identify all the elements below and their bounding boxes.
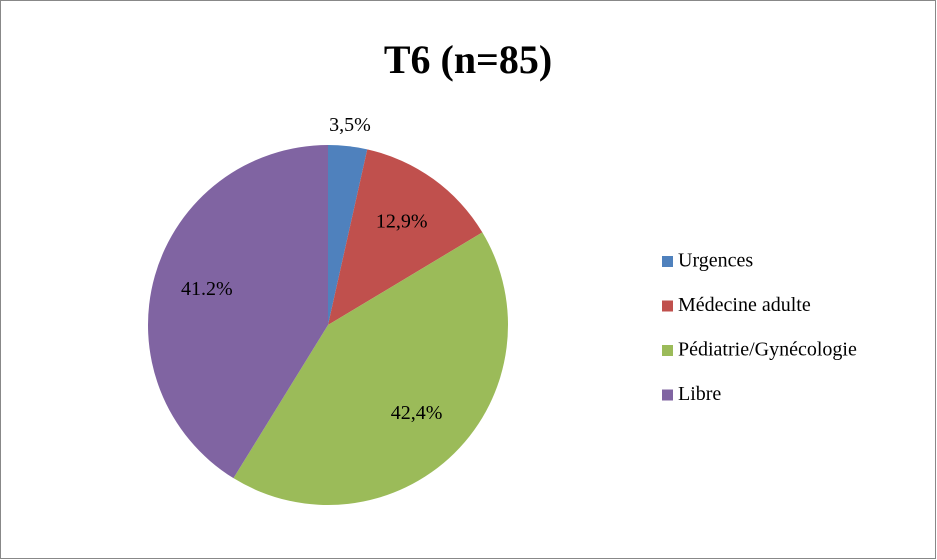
legend-label: Médecine adulte <box>678 294 811 316</box>
data-label: 42,4% <box>391 402 443 424</box>
pie-slice <box>328 145 368 325</box>
legend-swatch <box>662 300 673 312</box>
pie-slice <box>328 149 483 325</box>
legend-swatch <box>662 389 673 401</box>
chart-title: T6 (n=85) <box>384 37 552 82</box>
legend-label: Pédiatrie/Gynécologie <box>678 339 857 361</box>
data-label: 3,5% <box>329 114 371 136</box>
legend-swatch <box>662 256 673 267</box>
data-label: 12,9% <box>376 210 428 232</box>
pie-slice <box>233 232 509 506</box>
legend-swatch <box>662 345 673 356</box>
legend-label: Libre <box>678 383 721 405</box>
data-label: 41.2% <box>181 278 233 300</box>
pie-slice <box>147 145 328 479</box>
legend-label: Urgences <box>678 250 753 272</box>
